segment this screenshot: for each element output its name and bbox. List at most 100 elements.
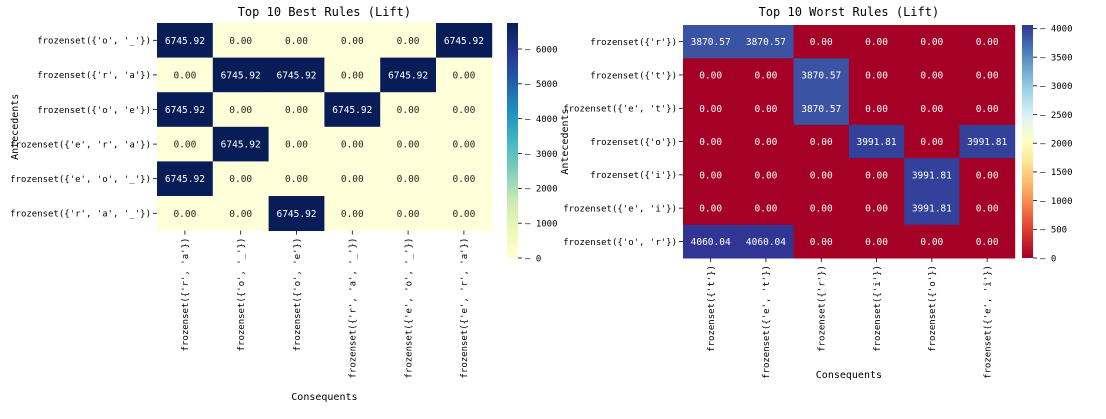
x-axis-label: Consequents — [816, 370, 882, 381]
cell-value-label: 0.00 — [755, 70, 778, 81]
heatmap-cell — [793, 91, 850, 126]
cell-value-label: 0.00 — [865, 170, 888, 181]
cell-value-label: 3870.57 — [801, 104, 841, 115]
y-tick-label: frozenset({'r', 'a', '_'}) — [10, 210, 151, 220]
cell-value-label: 0.00 — [755, 137, 778, 148]
colorbar-tick-label: – 2500 — [1040, 111, 1073, 121]
cell-value-label: 0.00 — [285, 140, 308, 151]
cell-value-label: 0.00 — [229, 209, 252, 220]
heatmap-cell — [793, 224, 850, 259]
cell-value-label: 6745.92 — [276, 70, 316, 81]
colorbar-tick-label: – 1500 — [1040, 168, 1073, 178]
x-tick-label: frozenset({'o', '_'}) — [237, 238, 247, 352]
heatmap-cell — [738, 91, 794, 126]
cell-value-label: 0.00 — [699, 170, 722, 181]
colorbar-tick-label: – 3000 — [1040, 82, 1073, 92]
heatmap-cell — [848, 25, 905, 59]
heatmap-cell — [738, 58, 794, 92]
cell-value-label: 6745.92 — [165, 36, 205, 47]
cell-value-label: 0.00 — [229, 174, 252, 185]
heatmap-cell — [848, 58, 905, 92]
cell-value-label: 0.00 — [976, 204, 999, 215]
heatmap-cell — [212, 92, 269, 128]
heatmap-cell — [212, 126, 269, 162]
cell-value-label: 3870.57 — [691, 37, 731, 48]
cell-value-label: 0.00 — [452, 140, 475, 151]
heatmap-cell — [157, 23, 214, 58]
heatmap-cell — [904, 91, 960, 126]
heatmap-cell — [738, 158, 794, 192]
colorbar-tick-label: – 4000 — [1040, 25, 1073, 35]
heatmap-cell — [738, 191, 794, 226]
cell-value-label: 0.00 — [865, 37, 888, 48]
heatmap-cell — [959, 158, 1016, 192]
cell-value-label: 0.00 — [229, 105, 252, 116]
cell-value-label: 0.00 — [920, 104, 943, 115]
heatmap-cell — [157, 57, 214, 93]
cell-value-label: 6745.92 — [276, 209, 316, 220]
cell-value-label: 0.00 — [699, 70, 722, 81]
cell-value-label: 0.00 — [173, 140, 196, 151]
cell-value-label: 0.00 — [341, 174, 364, 185]
heatmap-cell — [324, 23, 381, 58]
heatmap-cell — [380, 126, 437, 162]
heatmap-cell — [683, 25, 739, 59]
cell-value-label: 6745.92 — [165, 105, 205, 116]
heatmap-cell — [324, 126, 381, 162]
cell-value-label: 0.00 — [920, 70, 943, 81]
cell-value-label: 0.00 — [397, 209, 420, 220]
heatmap-cell — [380, 196, 437, 231]
cell-value-label: 0.00 — [173, 70, 196, 81]
heatmap-cell — [904, 25, 960, 59]
heatmap-cell — [436, 196, 493, 231]
heatmap-cell — [436, 161, 493, 197]
cell-value-label: 6745.92 — [388, 70, 428, 81]
x-tick-label: frozenset({'o'}) — [928, 265, 938, 352]
cell-value-label: 0.00 — [976, 70, 999, 81]
heatmap-cell — [212, 23, 269, 58]
cell-value-label: 0.00 — [285, 36, 308, 47]
colorbar-tick-label: – 2000 — [525, 185, 558, 195]
cell-value-label: 0.00 — [452, 209, 475, 220]
heatmap-cell — [683, 58, 739, 92]
cell-value-label: 0.00 — [810, 237, 833, 248]
cell-value-label: 0.00 — [452, 105, 475, 116]
heatmap-cell — [683, 224, 739, 259]
cell-value-label: 0.00 — [397, 105, 420, 116]
heatmap-cell — [268, 57, 325, 93]
colorbar-tick-label: – 0 — [525, 254, 541, 264]
cell-value-label: 0.00 — [865, 204, 888, 215]
colorbar-tick-label: – 500 — [1040, 226, 1067, 236]
chart-title: Top 10 Worst Rules (Lift) — [759, 5, 940, 19]
heatmap-cell — [212, 57, 269, 93]
y-axis-label: Antecedents — [560, 108, 571, 174]
colorbar-tick-label: – 1000 — [525, 219, 558, 229]
cell-value-label: 0.00 — [810, 170, 833, 181]
heatmap-cell — [848, 191, 905, 226]
colorbar-tick-label: – 2000 — [1040, 140, 1073, 150]
cell-value-label: 0.00 — [173, 209, 196, 220]
x-tick-label: frozenset({'e', 't'}) — [762, 265, 772, 379]
x-tick-label: frozenset({'r'}) — [818, 265, 828, 352]
heatmap-cell — [793, 58, 850, 92]
heatmap-cell — [959, 25, 1016, 59]
heatmap-cell — [904, 124, 960, 159]
colorbar — [1022, 25, 1033, 258]
y-tick-label: frozenset({'o', 'e'}) — [37, 106, 151, 116]
heatmap-cell — [793, 25, 850, 59]
y-tick-label: frozenset({'e', 'i'}) — [563, 204, 677, 214]
cell-value-label: 4060.04 — [691, 237, 731, 248]
heatmap-cell — [904, 158, 960, 192]
cell-value-label: 0.00 — [976, 170, 999, 181]
cell-value-label: 0.00 — [229, 36, 252, 47]
y-tick-label: frozenset({'r'}) — [590, 38, 677, 48]
heatmap-cell — [959, 91, 1016, 126]
chart-title: Top 10 Best Rules (Lift) — [238, 5, 411, 19]
cell-value-label: 0.00 — [920, 137, 943, 148]
heatmap-cell — [848, 124, 905, 159]
heatmap-panel-0: 6745.92 0.00 0.00 0.00 0.00 6745.92 0.00 6745.9… — [10, 5, 558, 403]
heatmap-cell — [268, 161, 325, 197]
cell-value-label: 3991.81 — [967, 137, 1007, 148]
